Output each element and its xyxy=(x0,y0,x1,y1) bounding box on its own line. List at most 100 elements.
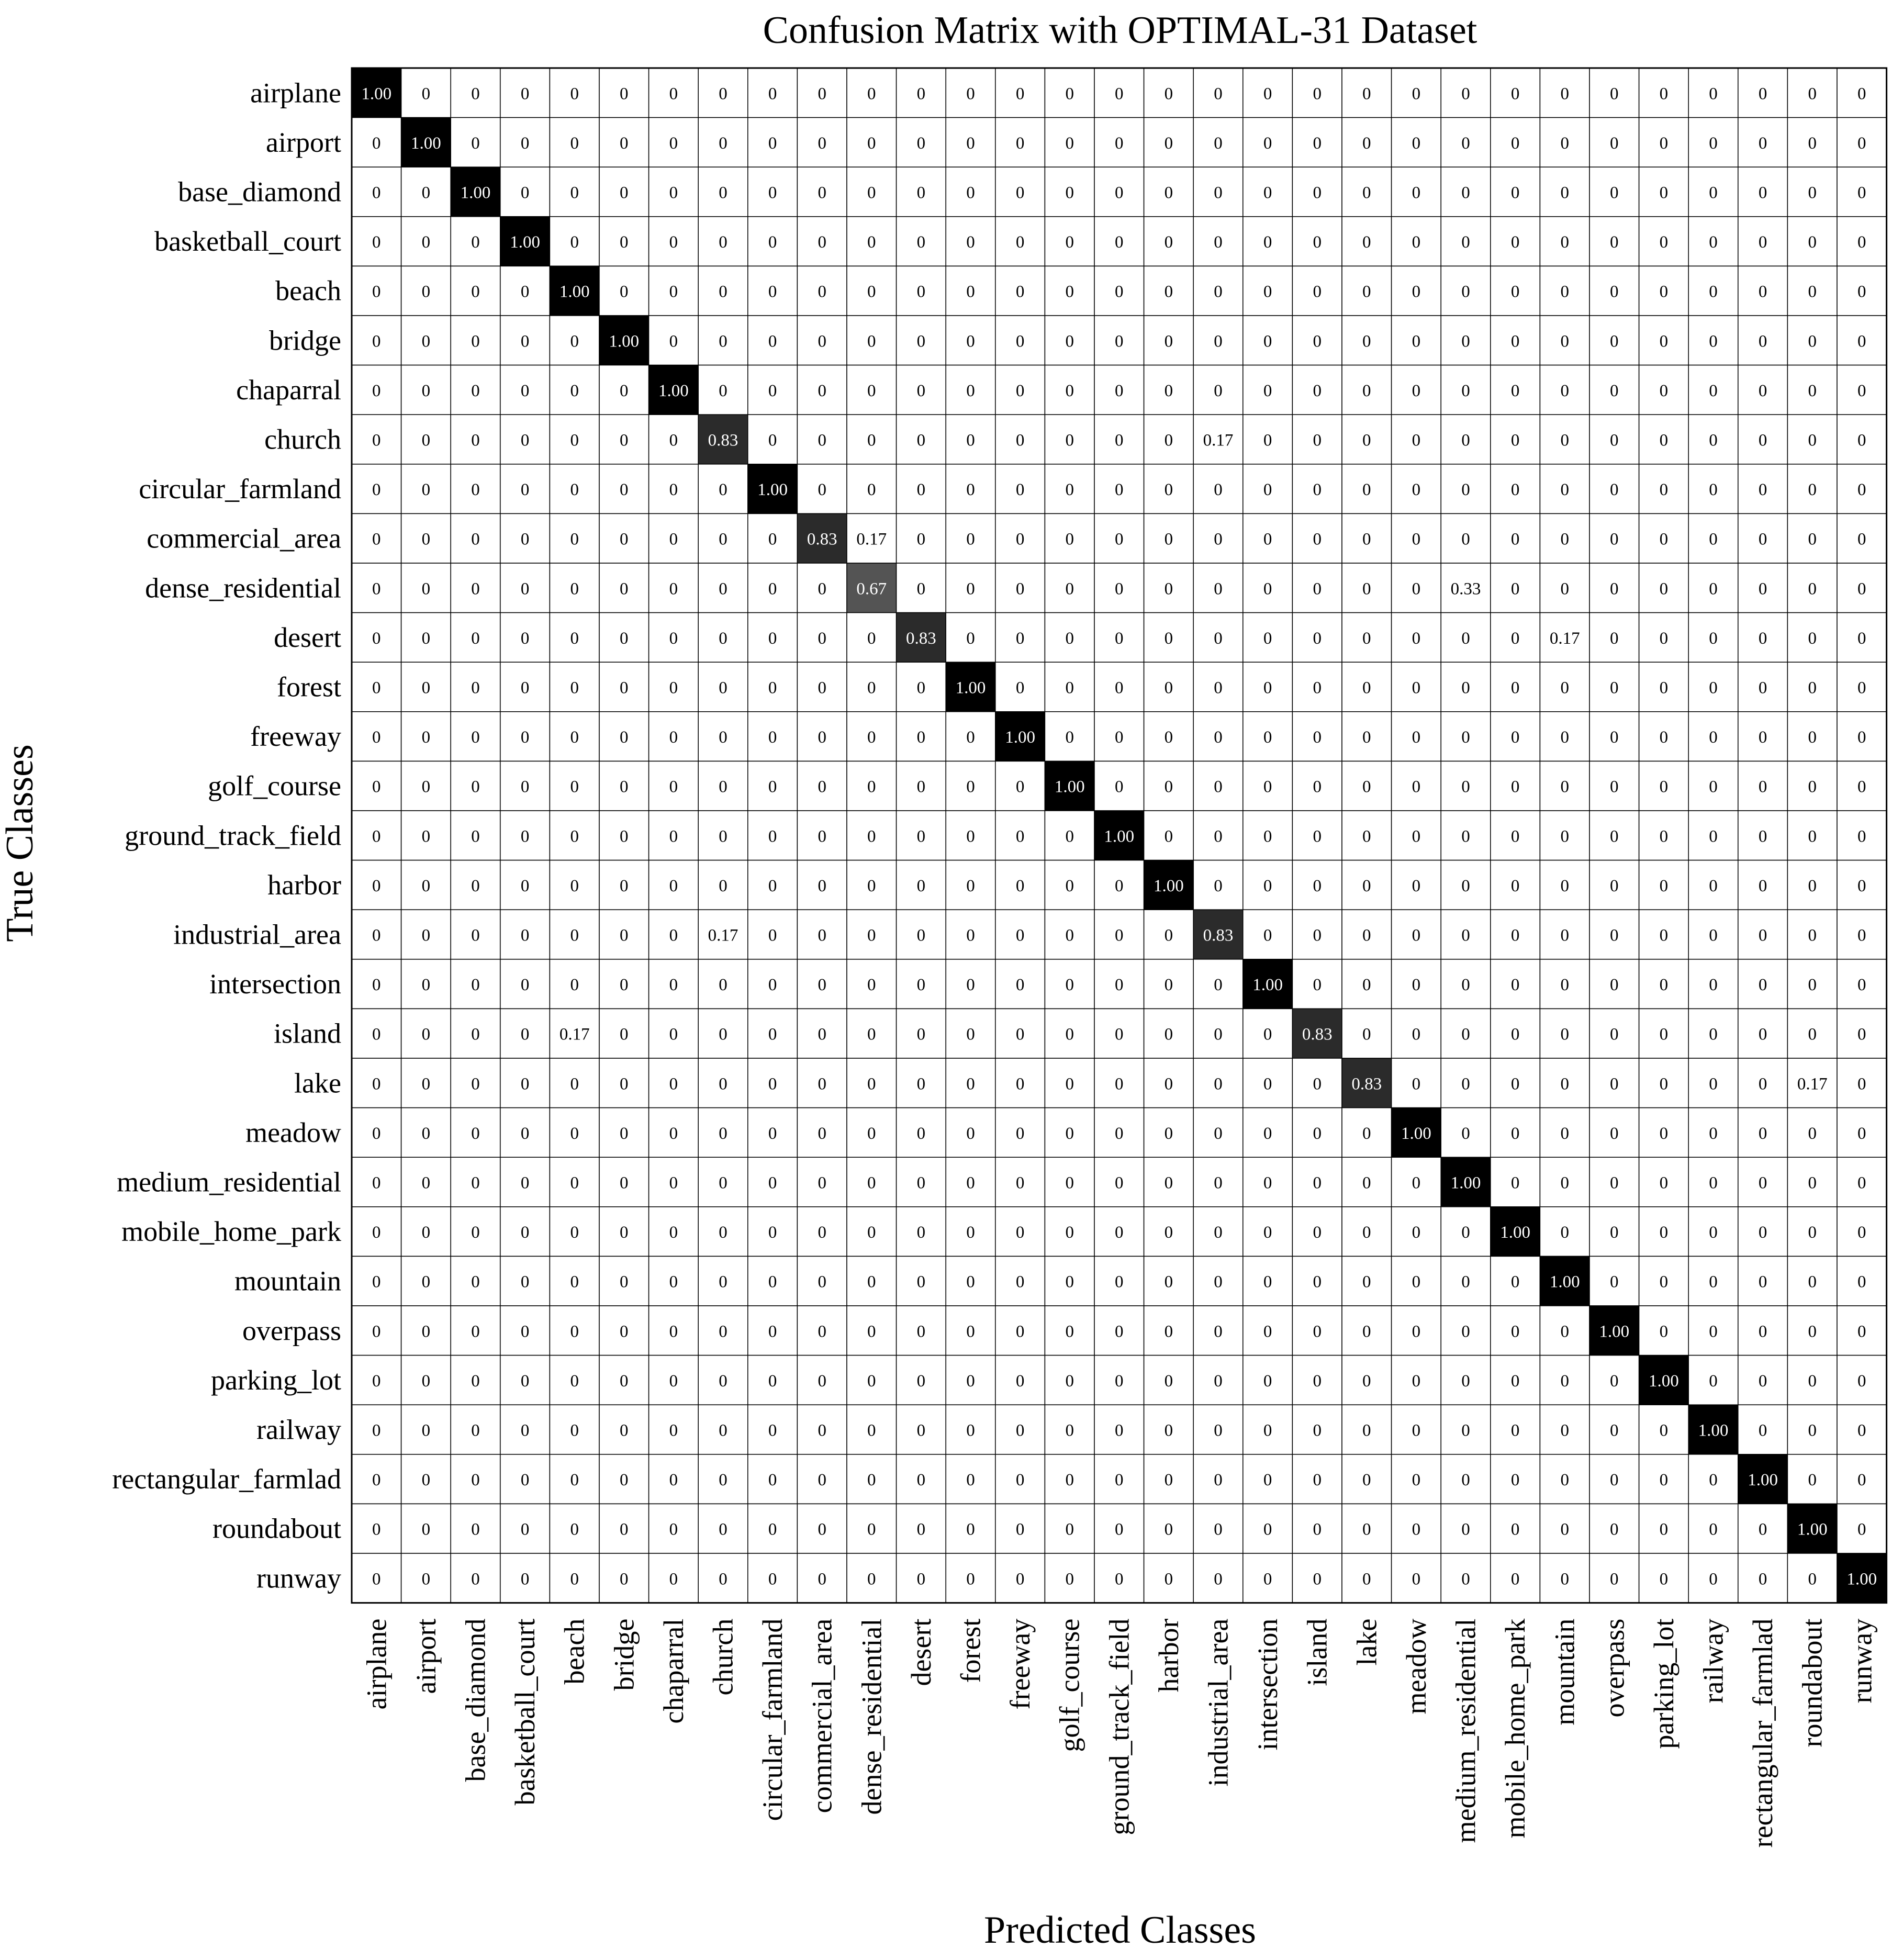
cell-value-label: 0 xyxy=(1362,1174,1371,1193)
cell-value-label: 0 xyxy=(1362,1471,1371,1489)
matrix-cell xyxy=(648,166,699,217)
matrix-cell xyxy=(945,1454,996,1505)
cell-value-label: 0 xyxy=(521,283,530,301)
matrix-cell xyxy=(450,810,501,861)
cell-value-label: 0 xyxy=(1660,976,1669,994)
cell-value-label: 0 xyxy=(1808,1322,1817,1341)
cell-value-label: 0 xyxy=(917,530,926,549)
cell-value-label: 0 xyxy=(719,1570,727,1588)
cell-value-label: 0 xyxy=(521,1223,530,1242)
cell-value-label: 0 xyxy=(471,1570,480,1588)
matrix-cell xyxy=(797,1553,847,1604)
cell-value-label: 0 xyxy=(1610,134,1619,153)
matrix-cell xyxy=(1341,662,1392,712)
cell-value-label: 0 xyxy=(1313,778,1322,797)
cell-value-label: 0 xyxy=(1214,84,1223,103)
matrix-cell xyxy=(1688,711,1739,762)
cell-value-label: 0 xyxy=(1214,976,1223,994)
cell-value-label: 0 xyxy=(422,1322,431,1341)
cell-value-label: 0 xyxy=(917,877,926,895)
matrix-cell xyxy=(1539,760,1590,811)
cell-value-label: 0 xyxy=(1660,679,1669,698)
column-tick-label: dense_residential xyxy=(856,1619,887,1815)
cell-value-label: 1.00 xyxy=(1500,1223,1530,1242)
cell-value-label: 0 xyxy=(1362,134,1371,153)
matrix-cell xyxy=(1044,1454,1095,1505)
cell-value-label: 0 xyxy=(1461,679,1470,698)
cell-value-label: 0 xyxy=(620,778,629,797)
row-tick-label: intersection xyxy=(209,968,341,1000)
cell-value-label: 0 xyxy=(521,382,530,400)
cell-value-label: 1.00 xyxy=(956,679,986,698)
matrix-cell xyxy=(549,216,600,267)
cell-value-label: 0 xyxy=(471,1025,480,1044)
matrix-cell xyxy=(549,1157,600,1207)
cell-value-label: 0 xyxy=(1412,283,1421,301)
cell-value-label: 0 xyxy=(1263,1124,1272,1143)
cell-value-label: 0 xyxy=(917,827,926,846)
matrix-cell xyxy=(945,166,996,217)
matrix-cell xyxy=(1242,1256,1293,1306)
x-axis-label: Predicted Classes xyxy=(984,1909,1256,1952)
cell-value-label: 0 xyxy=(1412,926,1421,945)
cell-value-label: 0 xyxy=(471,480,480,499)
matrix-cell xyxy=(1837,1553,1887,1604)
matrix-cell xyxy=(1391,810,1441,861)
matrix-cell xyxy=(1837,563,1887,613)
cell-value-label: 0 xyxy=(966,1273,975,1292)
matrix-cell xyxy=(1490,117,1541,167)
cell-value-label: 0 xyxy=(1660,1520,1669,1539)
cell-value-label: 0 xyxy=(1214,480,1223,499)
cell-value-label: 0 xyxy=(917,579,926,598)
cell-value-label: 0 xyxy=(1165,1273,1173,1292)
cell-value-label: 0 xyxy=(1412,480,1421,499)
cell-value-label: 0 xyxy=(422,530,431,549)
matrix-cell xyxy=(1787,1008,1838,1059)
cell-value-label: 0 xyxy=(422,1570,431,1588)
column-tick-label: base_diamond xyxy=(460,1619,491,1782)
cell-value-label: 0 xyxy=(1263,84,1272,103)
matrix-cell xyxy=(1787,265,1838,316)
cell-value-label: 0 xyxy=(966,1025,975,1044)
matrix-cell xyxy=(1539,859,1590,910)
cell-value-label: 0 xyxy=(422,1520,431,1539)
cell-value-label: 0 xyxy=(620,382,629,400)
cell-value-label: 0 xyxy=(768,1372,777,1391)
matrix-cell xyxy=(1242,1157,1293,1207)
cell-value-label: 0 xyxy=(1165,1025,1173,1044)
cell-value-label: 0 xyxy=(1016,629,1025,648)
matrix-cell xyxy=(846,216,897,267)
cell-value-label: 0 xyxy=(1808,976,1817,994)
matrix-cell xyxy=(500,68,551,118)
cell-value-label: 0 xyxy=(768,382,777,400)
cell-value-label: 0 xyxy=(620,1372,629,1391)
matrix-cell xyxy=(500,1008,551,1059)
matrix-cell xyxy=(1242,265,1293,316)
matrix-cell xyxy=(450,1058,501,1108)
cell-value-label: 0 xyxy=(1857,778,1866,797)
cell-value-label: 0 xyxy=(669,1273,678,1292)
cell-value-label: 0 xyxy=(1313,431,1322,450)
cell-value-label: 0 xyxy=(1461,1372,1470,1391)
matrix-cell xyxy=(995,1107,1046,1158)
cell-value-label: 0 xyxy=(1115,1520,1124,1539)
cell-value-label: 0 xyxy=(1660,1471,1669,1489)
cell-value-label: 0 xyxy=(1016,1273,1025,1292)
matrix-cell xyxy=(797,265,847,316)
cell-value-label: 0 xyxy=(1709,1322,1718,1341)
matrix-cell xyxy=(1292,711,1342,762)
cell-value-label: 0 xyxy=(818,1174,826,1193)
cell-value-label: 0 xyxy=(1214,579,1223,598)
cell-value-label: 0 xyxy=(719,184,727,203)
column-tick-label: meadow xyxy=(1401,1619,1432,1715)
cell-value-label: 0 xyxy=(1511,134,1520,153)
matrix-cell xyxy=(797,68,847,118)
cell-value-label: 0 xyxy=(1857,976,1866,994)
matrix-cell xyxy=(1440,1454,1491,1505)
matrix-cell xyxy=(1490,1503,1541,1554)
matrix-cell xyxy=(995,117,1046,167)
cell-value-label: 0 xyxy=(1214,283,1223,301)
cell-value-label: 0 xyxy=(1610,1273,1619,1292)
cell-value-label: 0 xyxy=(1709,1471,1718,1489)
matrix-cell xyxy=(1837,959,1887,1010)
